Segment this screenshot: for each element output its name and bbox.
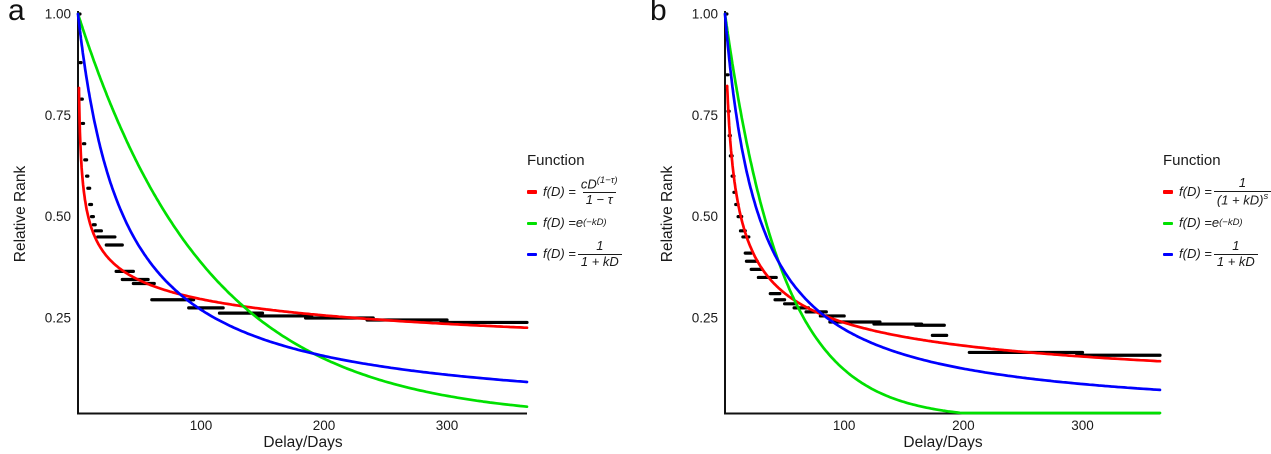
legend: Function f(D) = cD(1−τ) 1 − τ f(D) = e (−kD… bbox=[527, 152, 647, 278]
legend-entry: f(D) = cD(1−τ) 1 − τ bbox=[527, 175, 647, 208]
x-tick-label: 300 bbox=[436, 418, 459, 433]
legend-entry: f(D) = e (−kD) bbox=[527, 215, 647, 231]
plot-area-b: 1.00 0.75 0.50 0.25 100 200 300 bbox=[692, 7, 1162, 433]
curve-exponential-fit bbox=[723, 12, 1162, 415]
legend-formula: f(D) = cD(1−τ) 1 − τ bbox=[543, 175, 618, 208]
x-tick-label: 100 bbox=[190, 418, 213, 433]
legend-entry: f(D) = e (−kD) bbox=[1163, 215, 1271, 231]
y-axis-title: Relative Rank bbox=[659, 165, 676, 263]
legend-key-swatch bbox=[527, 221, 537, 226]
x-tick-label: 300 bbox=[1071, 418, 1094, 433]
y-tick-label: 0.75 bbox=[692, 108, 718, 123]
x-axis-title: Delay/Days bbox=[263, 434, 343, 451]
legend-key-swatch bbox=[527, 252, 537, 257]
legend-title: Function bbox=[1163, 152, 1221, 169]
x-tick-label: 100 bbox=[833, 418, 856, 433]
legend-key-swatch bbox=[1163, 252, 1173, 257]
legend-entry: f(D) = 1 (1 + kD)s bbox=[1163, 175, 1271, 208]
panel-b: b 1.00 0.75 0.50 0.25 100 200 300 Relative Ran… bbox=[635, 0, 1271, 454]
legend: Function f(D) = 1 (1 + kD)s f(D) = e (−kD) f… bbox=[1163, 152, 1271, 278]
legend-key-swatch bbox=[1163, 221, 1173, 226]
plot-area-a: 1.00 0.75 0.50 0.25 100 200 300 bbox=[45, 7, 529, 433]
y-tick-label: 0.75 bbox=[45, 108, 71, 123]
x-tick-label: 200 bbox=[952, 418, 975, 433]
panel-a: a 1.00 0.75 0.50 0.25 100 200 300 Relative Ran… bbox=[0, 0, 635, 454]
y-tick-label: 0.50 bbox=[45, 209, 71, 224]
y-tick-label: 0.25 bbox=[45, 310, 71, 325]
y-tick-label: 1.00 bbox=[45, 7, 71, 22]
x-tick-label: 200 bbox=[313, 418, 336, 433]
y-tick-label: 1.00 bbox=[692, 7, 718, 22]
curve-hyperbolic-fit bbox=[723, 12, 1162, 392]
curve-generalized-hyperbola-fit bbox=[725, 84, 1162, 363]
y-tick-label: 0.25 bbox=[692, 310, 718, 325]
legend-entries: f(D) = cD(1−τ) 1 − τ f(D) = e (−kD) f(D) = 1… bbox=[527, 175, 647, 270]
panel-b-label: b bbox=[650, 0, 667, 27]
y-tick-label: 0.50 bbox=[692, 209, 718, 224]
curve-exponential-fit bbox=[76, 12, 529, 409]
x-axis-title: Delay/Days bbox=[903, 434, 983, 451]
legend-key-swatch bbox=[527, 190, 537, 194]
panel-a-label: a bbox=[8, 0, 25, 27]
legend-formula: f(D) = 1 (1 + kD)s bbox=[1179, 175, 1271, 208]
legend-formula: f(D) = e (−kD) bbox=[543, 215, 607, 231]
curve-hyperbolic-fit bbox=[76, 12, 529, 384]
curve-hyperbolic-power-fit bbox=[77, 86, 529, 330]
legend-key-swatch bbox=[1163, 190, 1173, 194]
legend-title: Function bbox=[527, 152, 585, 169]
legend-formula: f(D) = e (−kD) bbox=[1179, 215, 1243, 231]
y-axis-title: Relative Rank bbox=[12, 165, 29, 263]
